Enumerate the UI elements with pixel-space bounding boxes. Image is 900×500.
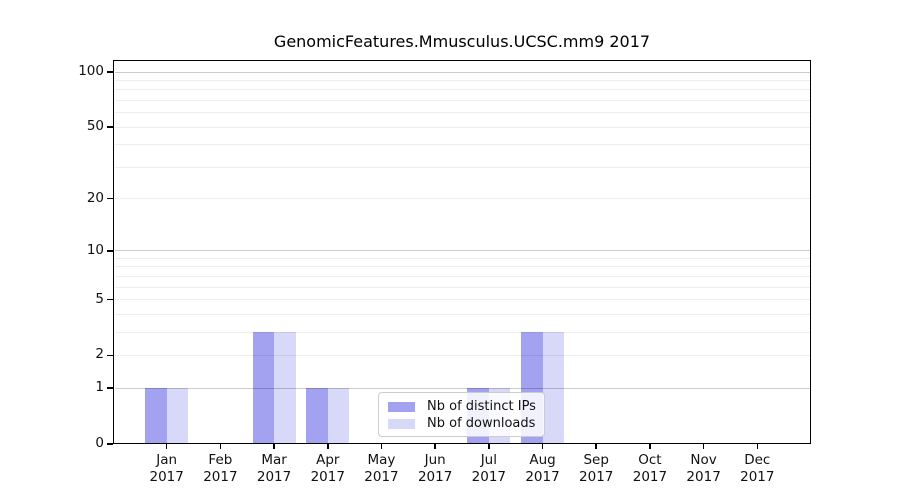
x-tick-label-jun: Jun 2017 — [417, 452, 453, 485]
legend-label-distinct-ips: Nb of distinct IPs — [427, 399, 536, 414]
y-gridline-10 — [114, 250, 810, 252]
x-tick-label-mar: Mar 2017 — [256, 452, 292, 485]
y-tick-100 — [107, 71, 113, 73]
y-minor-gridline-9 — [114, 258, 810, 259]
legend-item-downloads: Nb of downloads — [388, 415, 535, 432]
x-tick-oct — [649, 444, 651, 449]
y-minor-gridline-7 — [114, 275, 810, 277]
y-tick-label-0: 0 — [95, 435, 104, 451]
legend: Nb of distinct IPs Nb of downloads — [378, 392, 545, 437]
y-minor-gridline-70 — [114, 100, 810, 102]
x-tick-jan — [165, 444, 168, 449]
y-tick-label-1: 1 — [95, 379, 104, 396]
x-tick-label-feb: Feb 2017 — [203, 452, 238, 485]
y-tick-10 — [107, 250, 113, 252]
y-tick-2 — [107, 354, 113, 357]
chart-title: GenomicFeatures.Mmusculus.UCSC.mm9 2017 — [273, 32, 651, 51]
legend-swatch-downloads — [388, 418, 415, 429]
y-minor-gridline-3 — [114, 331, 810, 333]
y-minor-gridline-60 — [114, 112, 810, 114]
y-minor-gridline-40 — [114, 144, 810, 146]
x-tick-label-jul: Jul 2017 — [471, 452, 507, 485]
y-tick-label-2: 2 — [95, 346, 104, 363]
legend-label-downloads: Nb of downloads — [427, 416, 536, 431]
y-gridline-5 — [114, 299, 810, 301]
y-tick-label-100: 100 — [78, 63, 104, 80]
y-tick-label-20: 20 — [86, 189, 104, 206]
y-gridline-1 — [114, 387, 810, 389]
y-gridline-100 — [114, 71, 810, 73]
x-tick-apr — [327, 444, 329, 449]
y-minor-gridline-4 — [114, 313, 810, 315]
x-tick-jul — [488, 444, 490, 449]
y-gridline-20 — [114, 198, 810, 200]
y-minor-gridline-90 — [114, 80, 810, 82]
bar-aug-downloads — [542, 332, 565, 444]
y-minor-gridline-8 — [114, 266, 810, 268]
x-tick-feb — [219, 444, 222, 449]
y-gridline-2 — [114, 354, 810, 356]
x-tick-label-aug: Aug 2017 — [525, 452, 560, 485]
y-tick-label-10: 10 — [86, 241, 104, 258]
x-tick-label-oct: Oct 2017 — [632, 452, 668, 485]
x-tick-label-may: May 2017 — [364, 452, 399, 485]
x-tick-jun — [434, 444, 436, 449]
y-tick-label-50: 50 — [86, 118, 104, 135]
x-tick-label-dec: Dec 2017 — [740, 452, 775, 485]
bar-apr-distinct-ips — [306, 388, 328, 444]
bar-jan-distinct-ips — [145, 388, 167, 444]
x-tick-sep — [595, 444, 597, 449]
y-tick-20 — [107, 197, 113, 200]
x-tick-may — [380, 444, 383, 449]
x-tick-dec — [756, 444, 759, 449]
bar-jan-downloads — [166, 388, 189, 444]
legend-item-distinct-ips: Nb of distinct IPs — [388, 398, 536, 415]
y-minor-gridline-30 — [114, 166, 810, 168]
x-tick-aug — [541, 444, 544, 449]
x-tick-mar — [273, 444, 275, 449]
x-tick-label-nov: Nov 2017 — [686, 452, 721, 485]
bar-apr-downloads — [327, 388, 350, 444]
x-tick-label-apr: Apr 2017 — [310, 452, 345, 485]
y-tick-50 — [107, 126, 113, 128]
x-tick-nov — [702, 444, 705, 449]
legend-swatch-distinct-ips — [388, 401, 415, 412]
x-tick-label-jan: Jan 2017 — [149, 452, 184, 485]
y-tick-0 — [107, 443, 113, 445]
y-gridline-50 — [114, 126, 810, 128]
y-minor-gridline-6 — [114, 286, 810, 288]
bar-mar-downloads — [274, 332, 296, 444]
y-tick-1 — [107, 387, 113, 389]
y-tick-5 — [107, 298, 113, 301]
y-minor-gridline-80 — [114, 89, 810, 91]
bar-mar-distinct-ips — [252, 332, 275, 444]
x-tick-label-sep: Sep 2017 — [579, 452, 614, 485]
y-tick-label-5: 5 — [95, 290, 104, 307]
